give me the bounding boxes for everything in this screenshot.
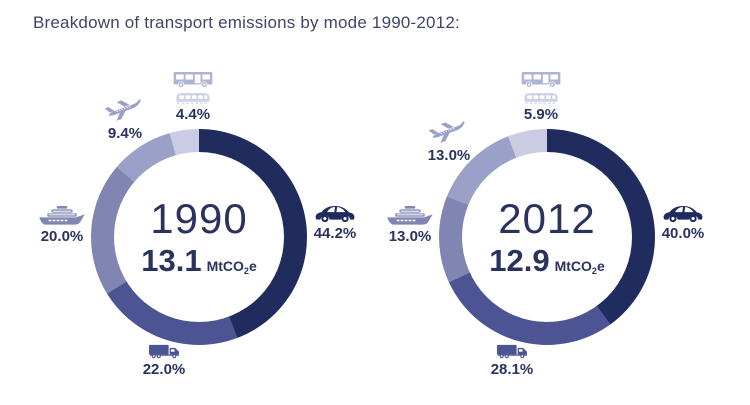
unit-label: MtCO2e xyxy=(554,258,605,276)
percent-label: 22.0% xyxy=(142,361,186,378)
callout-aviation: 9.4% xyxy=(92,93,158,142)
tram-icon xyxy=(521,90,561,104)
callout-bus-rail: 5.9% xyxy=(508,71,574,123)
callout-aviation: 13.0% xyxy=(416,115,482,164)
unit-label: MtCO2e xyxy=(206,258,257,276)
callout-trucks: 28.1% xyxy=(480,343,544,378)
callout-shipping: 13.0% xyxy=(376,206,444,245)
donut-center-2012: 2012 12.9 MtCO2e xyxy=(462,152,632,322)
percent-label: 9.4% xyxy=(107,125,143,142)
callout-shipping: 20.0% xyxy=(28,206,96,245)
percent-label: 13.0% xyxy=(427,147,471,164)
bus-icon xyxy=(173,71,213,88)
percent-label: 40.0% xyxy=(661,225,705,242)
total-emissions: 13.1 MtCO2e xyxy=(141,245,256,276)
truck-icon xyxy=(496,343,529,359)
ship-icon xyxy=(386,206,434,226)
bus-icon xyxy=(521,71,561,88)
donut-center-1990: 1990 13.1 MtCO2e xyxy=(114,152,284,322)
chart-title: Breakdown of transport emissions by mode… xyxy=(33,13,460,32)
percent-label: 28.1% xyxy=(490,361,534,378)
donut-chart-1990: 1990 13.1 MtCO2e 44.2% 22.0% 20.0% 9.4% xyxy=(0,0,367,378)
total-value: 12.9 xyxy=(489,243,550,278)
year-label: 1990 xyxy=(150,195,248,242)
total-value: 13.1 xyxy=(141,243,202,278)
truck-icon xyxy=(148,343,181,359)
plane-icon xyxy=(427,115,471,145)
donut-ring-1990: 1990 13.1 MtCO2e xyxy=(91,129,307,345)
callout-bus-rail: 4.4% xyxy=(160,71,226,123)
donut-chart-2012: 2012 12.9 MtCO2e 40.0% 28.1% 13.0% 13.0% xyxy=(348,0,723,405)
ship-icon xyxy=(38,206,86,226)
year-label: 2012 xyxy=(498,195,596,242)
callout-trucks: 22.0% xyxy=(132,343,196,378)
percent-label: 4.4% xyxy=(175,106,211,123)
callout-cars: 44.2% xyxy=(303,204,367,242)
plane-icon xyxy=(103,93,147,123)
callout-cars: 40.0% xyxy=(651,204,715,242)
tram-icon xyxy=(173,90,213,104)
donut-ring-2012: 2012 12.9 MtCO2e xyxy=(439,129,655,345)
total-emissions: 12.9 MtCO2e xyxy=(489,245,604,276)
percent-label: 44.2% xyxy=(313,225,357,242)
car-icon xyxy=(660,204,706,223)
percent-label: 5.9% xyxy=(523,106,559,123)
percent-label: 13.0% xyxy=(388,228,432,245)
percent-label: 20.0% xyxy=(40,228,84,245)
